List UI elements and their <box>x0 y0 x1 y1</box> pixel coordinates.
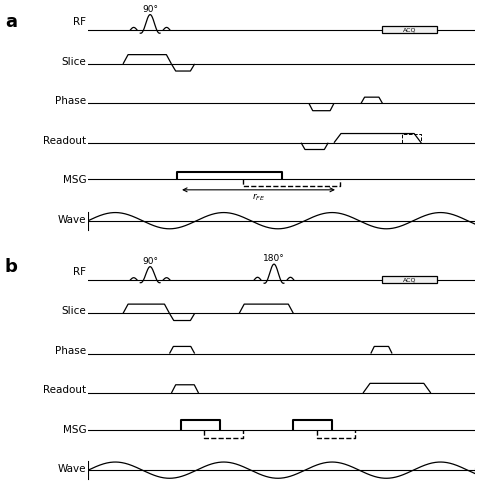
Text: 90°: 90° <box>142 257 158 266</box>
Text: a: a <box>5 13 17 31</box>
Text: MSG: MSG <box>63 175 86 185</box>
Text: Slice: Slice <box>62 306 86 316</box>
Bar <box>382 276 437 283</box>
Text: $r_{FE}$: $r_{FE}$ <box>252 192 265 203</box>
Text: Wave: Wave <box>58 464 86 474</box>
Text: RF: RF <box>74 267 86 277</box>
Bar <box>382 26 437 33</box>
Text: 90°: 90° <box>142 5 158 14</box>
Text: ACQ: ACQ <box>403 27 416 32</box>
Text: Phase: Phase <box>55 96 86 106</box>
Text: MSG: MSG <box>63 425 86 434</box>
Text: RF: RF <box>74 17 86 27</box>
Text: Wave: Wave <box>58 215 86 225</box>
Text: Phase: Phase <box>55 346 86 356</box>
Text: 180°: 180° <box>263 255 285 263</box>
Text: b: b <box>5 258 18 276</box>
Text: Readout: Readout <box>43 136 86 146</box>
Text: ACQ: ACQ <box>403 277 416 282</box>
Text: Slice: Slice <box>62 57 86 67</box>
Text: Readout: Readout <box>43 385 86 395</box>
